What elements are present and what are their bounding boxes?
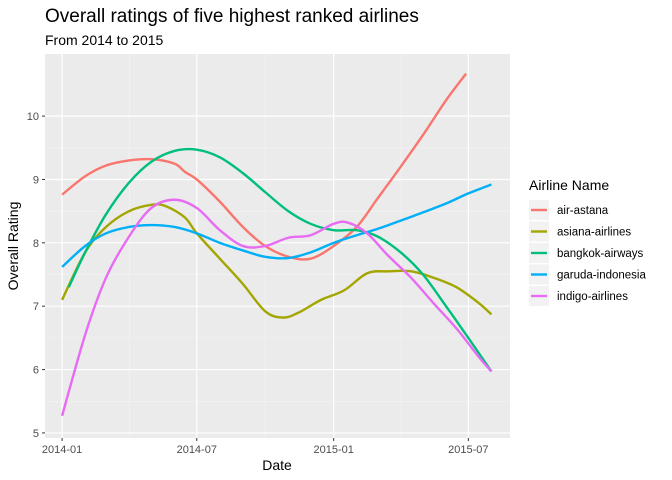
x-tick-label: 2014-07 bbox=[177, 444, 217, 456]
legend: Airline Name air-astana asiana-airlines ba… bbox=[529, 177, 646, 306]
legend-items: air-astana asiana-airlines bangkok-airways… bbox=[529, 200, 646, 306]
y-axis-title: Overall Rating bbox=[5, 202, 21, 291]
y-tick-label: 9 bbox=[33, 174, 39, 186]
legend-label-asiana-airlines: asiana-airlines bbox=[557, 227, 631, 239]
series-line-garuda-indonesia bbox=[61, 183, 492, 268]
chart-subtitle: From 2014 to 2015 bbox=[45, 32, 164, 48]
x-tick-label: 2014-01 bbox=[42, 444, 82, 456]
y-tick-label: 7 bbox=[33, 301, 39, 313]
y-tick-label: 6 bbox=[33, 365, 39, 377]
legend-title: Airline Name bbox=[529, 177, 609, 193]
series-line-air-astana bbox=[61, 72, 468, 261]
legend-label-air-astana: air-astana bbox=[557, 205, 609, 217]
legend-label-indigo-airlines: indigo-airlines bbox=[557, 291, 628, 303]
grid-minor bbox=[45, 54, 510, 438]
y-tick-label: 8 bbox=[33, 238, 39, 250]
series-line-bangkok-airways bbox=[67, 147, 493, 373]
x-axis-title: Date bbox=[262, 457, 292, 473]
x-axis: 2014-01 2014-07 2015-01 2015-07 bbox=[42, 438, 489, 456]
y-tick-label: 10 bbox=[27, 111, 39, 123]
x-tick-label: 2015-07 bbox=[448, 444, 488, 456]
series-layer bbox=[60, 72, 493, 417]
y-axis: 5 6 7 8 9 10 bbox=[27, 111, 45, 440]
y-tick-label: 5 bbox=[33, 428, 39, 440]
chart-title: Overall ratings of five highest ranked a… bbox=[45, 6, 419, 27]
legend-label-garuda-indonesia: garuda-indonesia bbox=[557, 270, 646, 282]
x-tick-label: 2015-01 bbox=[313, 444, 353, 456]
legend-label-bangkok-airways: bangkok-airways bbox=[557, 248, 644, 260]
plot-panel bbox=[45, 54, 510, 438]
grid-major bbox=[45, 54, 510, 438]
series-line-indigo-airlines bbox=[60, 198, 493, 417]
